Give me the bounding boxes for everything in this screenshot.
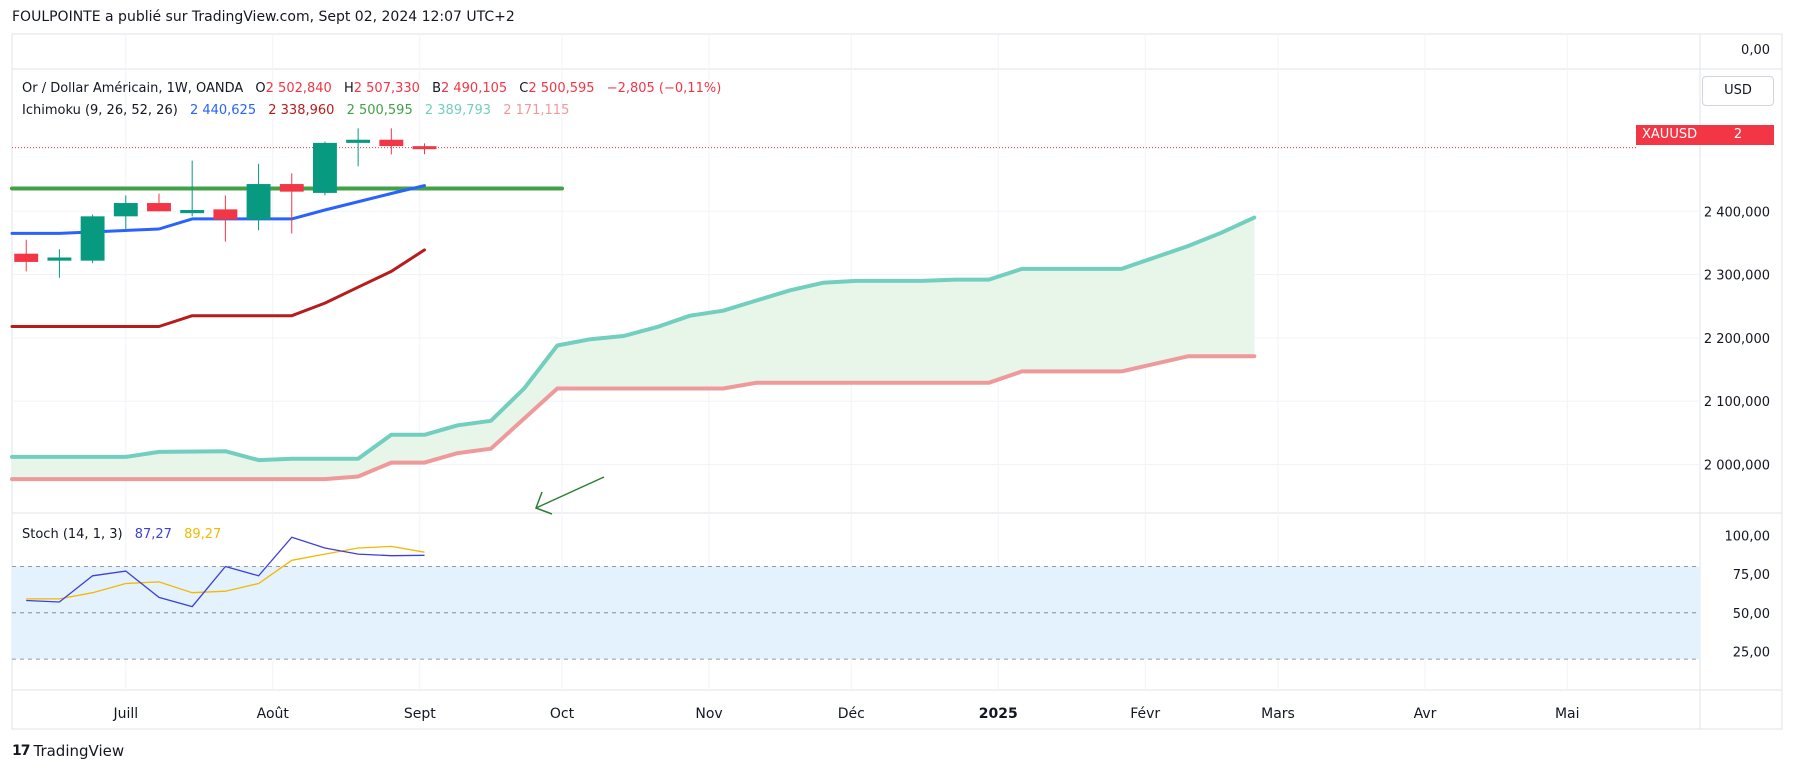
x-tick-label: Oct	[550, 706, 575, 722]
stoch-legend: Stoch (14, 1, 3) 87,27 89,27	[22, 527, 229, 542]
currency-button[interactable]: USD	[1702, 76, 1774, 106]
last-price-tag: 2 500,595	[1702, 125, 1774, 162]
footer-brand[interactable]: 17 TradingView	[12, 742, 124, 760]
candles[interactable]	[14, 128, 437, 278]
arrow-head	[535, 491, 553, 515]
cloud-fill	[12, 217, 1255, 480]
candle-body[interactable]	[312, 142, 337, 193]
candle-body[interactable]	[14, 253, 39, 262]
senkou-b-line	[10, 354, 1257, 482]
x-tick-label: 2025	[979, 706, 1018, 722]
y-tick-label: 2 100,000	[1704, 395, 1770, 410]
ichimoku-cloud	[12, 217, 1255, 480]
candle-body[interactable]	[213, 209, 238, 220]
candle-body[interactable]	[346, 139, 371, 143]
symbol-label: Or / Dollar Américain, 1W, OANDA	[22, 81, 244, 96]
main-legend: Or / Dollar Américain, 1W, OANDA O2 502,…	[22, 81, 737, 96]
x-tick-label: Juill	[112, 706, 138, 722]
candle-body[interactable]	[80, 216, 105, 261]
ichimoku-kijun-value: 2 338,960	[268, 103, 335, 118]
change-value: −2,805 (−0,11%)	[606, 81, 722, 96]
open-value: 2 502,840	[265, 81, 332, 96]
x-tick-label: Août	[257, 706, 290, 722]
x-tick-label: Nov	[695, 706, 722, 722]
low-value: 2 490,105	[440, 81, 508, 96]
stoch-tick-label: 50,00	[1733, 607, 1770, 622]
footer-brand-text: TradingView	[33, 742, 125, 760]
ichimoku-span-b-value: 2 171,115	[503, 103, 570, 118]
stoch-tick-label: 25,00	[1733, 645, 1770, 660]
x-tick-label: Mars	[1261, 706, 1295, 722]
ichimoku-chikou-value: 2 500,595	[346, 103, 413, 118]
candle-body[interactable]	[113, 203, 138, 217]
candle-body[interactable]	[246, 184, 271, 220]
indicator-lines	[10, 184, 1257, 608]
stoch-tick-label: 100,00	[1725, 530, 1771, 545]
ichimoku-legend: Ichimoku (9, 26, 52, 26) 2 440,625 2 338…	[22, 103, 577, 118]
tradingview-logo-icon: 17	[12, 743, 31, 759]
y-axis-labels: 2 000,000 2 100,000 2 200,000 2 300,000 2 40…	[1704, 43, 1770, 660]
ichimoku-span-a-value: 2 389,793	[424, 103, 492, 118]
ohlc-values: O2 502,840 H2 507,330 B2 490,105 C2 500,…	[255, 81, 729, 96]
high-value: 2 507,330	[353, 81, 420, 96]
candle-body[interactable]	[279, 184, 304, 192]
stoch-d-value: 89,27	[184, 527, 222, 542]
tenkan-line	[10, 184, 426, 235]
x-tick-label: Févr	[1130, 706, 1160, 722]
y-tick-label: 2 200,000	[1704, 332, 1770, 347]
senkou-a-line	[10, 215, 1257, 463]
x-tick-label: Mai	[1555, 706, 1580, 722]
publisher-text: FOULPOINTE a publié sur TradingView.com,…	[12, 9, 515, 25]
low-label: B	[432, 81, 441, 96]
x-tick-label: Sept	[404, 706, 436, 722]
stoch-d-line	[26, 545, 425, 600]
ichimoku-tenkan-value: 2 440,625	[189, 103, 257, 118]
candle-body[interactable]	[47, 257, 72, 261]
candle-body[interactable]	[147, 203, 171, 212]
annotation-arrow	[535, 476, 605, 515]
high-label: H	[343, 81, 354, 96]
x-tick-label: Avr	[1414, 706, 1437, 722]
candle-body[interactable]	[379, 139, 404, 147]
top-tick-label: 0,00	[1741, 43, 1770, 58]
y-tick-label: 2 000,000	[1704, 459, 1770, 474]
symbol-price-tag: XAUUSD	[1636, 125, 1704, 145]
stoch-tick-label: 75,00	[1733, 568, 1770, 583]
y-tick-label: 2 400,000	[1704, 205, 1770, 220]
y-tick-label: 2 300,000	[1704, 269, 1770, 284]
close-value: 2 500,595	[528, 81, 595, 96]
arrow-shaft	[535, 476, 605, 509]
open-label: O	[255, 81, 266, 96]
candle-body[interactable]	[412, 146, 437, 150]
stoch-k-line	[26, 536, 425, 608]
candle-body[interactable]	[180, 210, 205, 214]
stoch-label: Stoch (14, 1, 3)	[22, 527, 123, 542]
kijun-line	[10, 248, 426, 328]
x-tick-label: Déc	[838, 706, 865, 722]
x-axis-labels: Juill Août Sept Oct Nov Déc 2025 Févr Mars Avr Mai	[112, 706, 1579, 722]
publisher-header: FOULPOINTE a publié sur TradingView.com,…	[12, 9, 515, 25]
close-label: C	[519, 81, 529, 96]
chart-frame	[11, 33, 1783, 730]
stoch-band	[12, 566, 1700, 660]
stoch-k-value: 87,27	[134, 527, 172, 542]
ichimoku-label: Ichimoku (9, 26, 52, 26)	[22, 103, 178, 118]
